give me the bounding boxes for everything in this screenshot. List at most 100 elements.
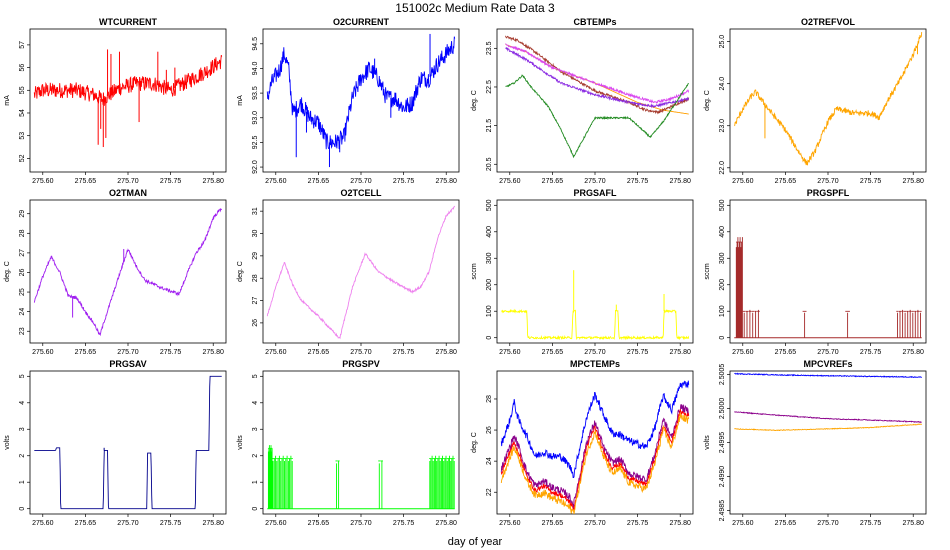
x-tick-label: 275.65 [308,520,330,527]
x-tick-label: 275.60 [732,178,754,185]
plot-area [734,32,923,166]
y-tick-label: 31 [252,207,259,215]
y-axis-label: volts [704,435,711,450]
y-tick-label: 4 [19,401,26,405]
y-tick-label: 200 [486,279,493,291]
y-tick-label: 300 [486,252,493,264]
x-tick-label: 275.70 [817,178,839,185]
plot-area [267,445,455,510]
panel-title: O2TCELL [340,188,382,198]
y-tick-label: 93.5 [252,86,259,100]
y-tick-label: 4 [252,401,259,405]
y-tick-label: 28 [19,229,26,237]
panel-title: O2TMAN [109,188,147,198]
series-line-o2tcell [266,205,456,340]
y-tick-label: 25.0 [719,35,726,49]
y-axis-label: deg. C [471,432,478,453]
x-tick-label: 275.60 [499,178,521,185]
y-tick-label: 24 [19,308,26,316]
series-line-cb3 [505,43,690,104]
plot-area [734,237,922,339]
y-tick-label: 20.5 [486,157,493,171]
x-tick-label: 275.75 [160,520,182,527]
x-tick-label: 275.65 [775,349,797,356]
panel-grid: WTCURRENT mA 275.60 275.65 275.70 275.75 275.8… [4,17,927,527]
x-tick-label: 275.70 [584,520,606,527]
panel-title: PRGSAV [109,359,146,369]
x-tick-label: 275.60 [499,520,521,527]
x-tick-label: 275.80 [436,520,458,527]
x-tick-label: 275.65 [542,349,564,356]
x-axis-label: day of year [448,536,503,548]
x-tick-label: 275.70 [584,178,606,185]
series-line-mpc1 [500,380,690,479]
figure-title: 151002c Medium Rate Data 3 [395,1,555,15]
chart-panel-o2trefvol: O2TREFVOL deg. C 275.60 275.65 275.70 275.75 2… [704,17,927,185]
x-tick-label: 275.80 [670,178,692,185]
pulse-train [267,445,455,509]
y-axis-label: deg. C [471,90,478,111]
y-tick-label: 23.5 [486,41,493,55]
panel-title: WTCURRENT [99,17,157,27]
y-tick-label: 100 [719,305,726,317]
y-tick-label: 3 [252,427,259,431]
y-tick-label: 2.5005 [719,364,726,386]
chart-panel-prgspfl: PRGSPFL sccm 275.60 275.65 275.70 275.75 275.8… [704,188,927,356]
series-line-vref1 [734,372,922,379]
y-tick-label: 23.0 [719,119,726,133]
x-tick-label: 275.65 [75,349,97,356]
x-tick-label: 275.60 [32,520,54,527]
x-tick-label: 275.80 [203,520,225,527]
x-tick-label: 275.75 [627,349,649,356]
y-tick-label: 30 [252,230,259,238]
x-tick-label: 275.60 [32,349,54,356]
x-tick-label: 275.80 [903,178,925,185]
y-tick-label: 52 [19,154,26,162]
y-tick-label: 94.0 [252,62,259,76]
y-tick-label: 0 [252,507,259,511]
y-tick-label: 2.4995 [719,432,726,454]
y-tick-label: 5 [19,374,26,378]
y-tick-label: 3 [19,427,26,431]
x-tick-label: 275.75 [160,349,182,356]
y-axis-label: deg. C [237,261,244,282]
x-tick-label: 275.60 [499,349,521,356]
plot-area [505,35,690,159]
y-tick-label: 94.5 [252,37,259,51]
plot-frame [729,199,927,344]
y-tick-label: 24 [486,457,493,465]
y-tick-label: 28 [252,274,259,282]
plot-area [734,372,923,432]
chart-panel-cbtemps: CBTEMPs deg. C 275.60 275.65 275.70 275.75 275… [471,17,694,185]
y-tick-label: 400 [486,226,493,238]
y-tick-label: 25 [19,288,26,296]
x-tick-label: 275.65 [775,178,797,185]
plot-area [34,375,222,510]
x-tick-label: 275.75 [860,349,882,356]
chart-panel-mpcvrefs: MPCVREFs volts 275.60 275.65 275.70 275.75 275… [704,359,927,527]
plot-frame [29,370,227,515]
x-tick-label: 275.60 [265,349,287,356]
y-tick-label: 1 [19,480,26,484]
x-tick-label: 275.70 [584,349,606,356]
chart-panel-mpctemps: MPCTEMPs deg. C 275.60 275.65 275.70 275.75 27… [471,359,694,527]
y-tick-label: 2 [19,454,26,458]
plot-area [500,380,690,514]
panel-title: O2CURRENT [333,17,390,27]
x-tick-label: 275.65 [75,178,97,185]
y-tick-label: 26 [19,268,26,276]
chart-panel-wtcurrent: WTCURRENT mA 275.60 275.65 275.70 275.75 275.8… [4,17,227,185]
chart-panel-o2tman: O2TMAN deg. C 275.60 275.65 275.70 275.75 275.… [4,188,227,356]
chart-panel-o2tcell: O2TCELL deg. C 275.60 275.65 275.70 275.75 275… [237,188,460,356]
y-tick-label: 2.5000 [719,398,726,420]
x-tick-label: 275.60 [265,520,287,527]
x-tick-label: 275.70 [350,349,372,356]
x-tick-label: 275.70 [817,349,839,356]
y-tick-label: 200 [719,279,726,291]
y-axis-label: volts [237,435,244,450]
x-tick-label: 275.60 [732,520,754,527]
y-tick-label: 2.4985 [719,500,726,522]
y-tick-label: 92.0 [252,160,259,174]
y-tick-label: 300 [719,252,726,264]
y-tick-label: 2 [252,454,259,458]
